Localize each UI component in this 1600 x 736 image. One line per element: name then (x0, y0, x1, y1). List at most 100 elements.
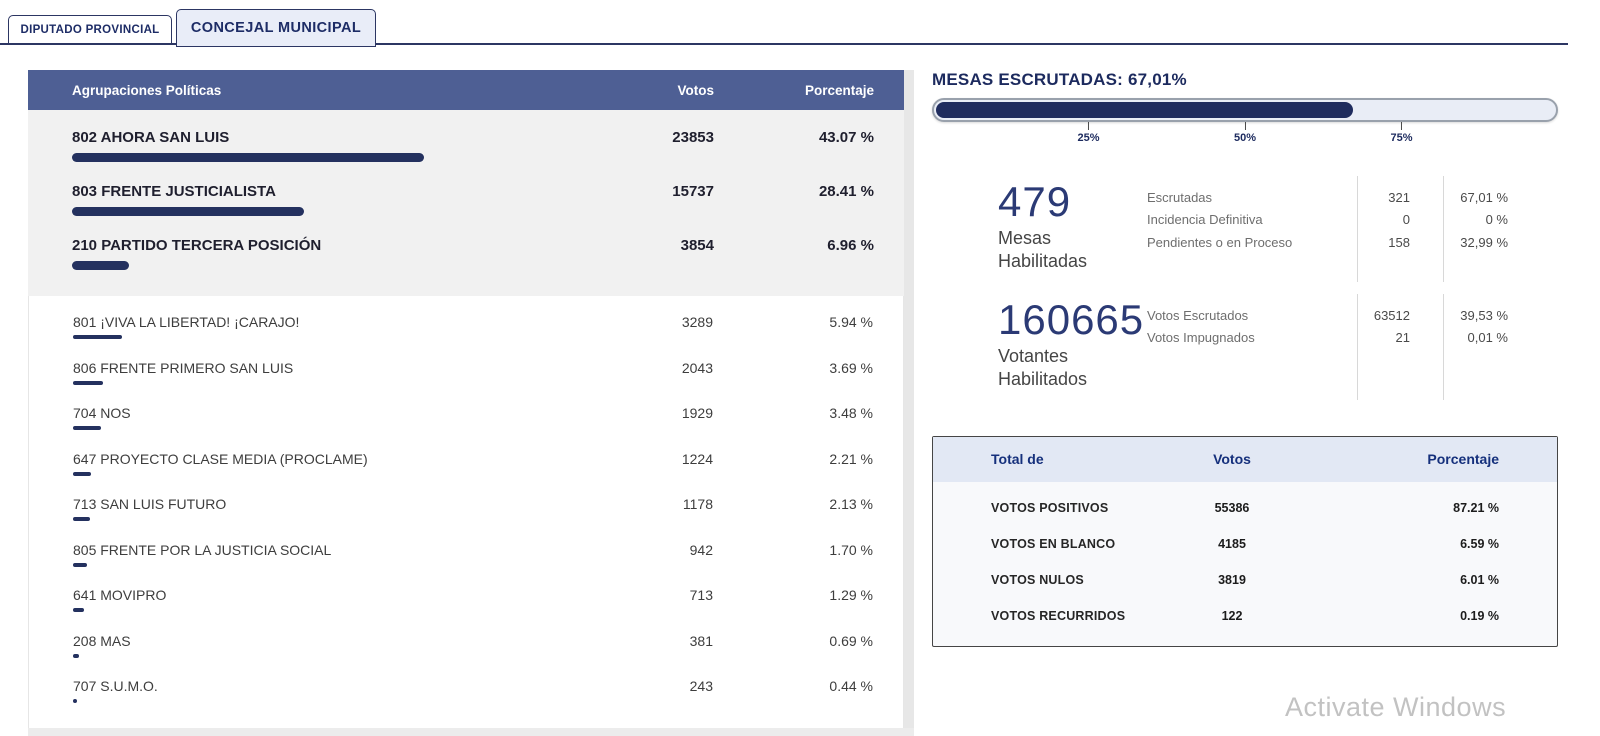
tick-25: 25% (1077, 122, 1100, 144)
tab-concejal-municipal[interactable]: CONCEJAL MUNICIPAL (176, 9, 376, 47)
vote-share-bar (72, 153, 424, 162)
totals-row: VOTOS POSITIVOS 55386 87.21 % (933, 490, 1557, 526)
results-panel: Agrupaciones Políticas Votos Porcentaje … (28, 70, 914, 736)
party-name: 208 MAS (73, 632, 131, 649)
party-name: 210 PARTIDO TERCERA POSICIÓN (72, 237, 322, 254)
party-name: 806 FRENTE PRIMERO SAN LUIS (73, 359, 294, 376)
party-pct: 0.69 % (829, 632, 873, 649)
table-row[interactable]: 805 FRENTE POR LA JUSTICIA SOCIAL 942 1.… (29, 538, 903, 584)
totals-row-votes: 122 (1221, 608, 1243, 623)
progress-fill (936, 102, 1353, 118)
party-votes: 1178 (682, 496, 713, 512)
party-name: 803 FRENTE JUSTICIALISTA (72, 183, 276, 200)
party-name: 707 S.U.M.O. (73, 678, 158, 694)
scrollbar-thumb[interactable] (904, 70, 914, 728)
totals-header-votes: Votos (1213, 451, 1251, 468)
stat-value: 158 (1388, 234, 1410, 250)
table-row[interactable]: 713 SAN LUIS FUTURO 1178 2.13 % (29, 492, 903, 538)
stat-label: Pendientes o en Proceso (1147, 234, 1293, 250)
totals-table: Total de Votos Porcentaje VOTOS POSITIVO… (932, 435, 1558, 647)
table-row[interactable]: 210 PARTIDO TERCERA POSICIÓN 3854 6.96 % (28, 232, 904, 286)
totals-row-label: VOTOS RECURRIDOS (991, 608, 1126, 623)
table-row[interactable]: 707 S.U.M.O. 243 0.44 % (29, 674, 903, 720)
stat-row: Escrutadas 321 67,01 % (1147, 186, 1558, 209)
stat-pct: 39,53 % (1460, 307, 1508, 323)
totals-header-pct: Porcentaje (1427, 451, 1499, 468)
stat-row: Votos Impugnados 21 0,01 % (1147, 326, 1558, 349)
vertical-scrollbar[interactable] (904, 70, 914, 728)
header-agrupaciones: Agrupaciones Políticas (72, 82, 222, 98)
mesas-habilitadas-count: 479 (998, 178, 1072, 225)
progress-ticks: 25% 50% 75% (932, 122, 1558, 152)
tab-diputado-provincial[interactable]: DIPUTADO PROVINCIAL (8, 15, 172, 44)
tick-mark (1244, 122, 1246, 130)
totals-row-pct: 6.01 % (1460, 572, 1499, 587)
totals-row-pct: 87.21 % (1453, 500, 1499, 515)
totals-table-header: Total de Votos Porcentaje (933, 436, 1557, 482)
column-divider (1443, 293, 1444, 400)
party-pct: 3.69 % (829, 359, 873, 376)
tick-label: 50% (1233, 132, 1257, 144)
totals-row-pct: 0.19 % (1460, 608, 1499, 623)
scrutiny-panel: MESAS ESCRUTADAS: 67,01% 25% 50% 75% 479 (932, 70, 1558, 647)
vote-share-bar (73, 517, 90, 521)
stat-pct: 67,01 % (1460, 189, 1508, 205)
horizontal-scrollbar[interactable] (28, 728, 914, 736)
stat-value: 63512 (1373, 307, 1410, 323)
tick-mark (1088, 122, 1089, 130)
vote-share-bar (73, 608, 84, 612)
vote-share-bar (73, 699, 77, 703)
stat-pct: 0 % (1485, 212, 1508, 228)
stat-row: Pendientes o en Proceso 158 32,99 % (1147, 231, 1558, 254)
party-pct: 28.41 % (818, 183, 874, 200)
party-pct: 1.70 % (829, 541, 873, 558)
stat-value: 321 (1388, 189, 1410, 205)
results-rows-section: 801 ¡VIVA LA LIBERTAD! ¡CARAJO! 3289 5.9… (28, 296, 904, 736)
table-row[interactable]: 806 FRENTE PRIMERO SAN LUIS 2043 3.69 % (29, 356, 903, 402)
party-pct: 5.94 % (829, 314, 873, 330)
stat-label: Votos Impugnados (1147, 330, 1255, 346)
tick-mark (1401, 122, 1402, 130)
totals-row-pct: 6.59 % (1460, 536, 1499, 551)
party-pct: 0.44 % (829, 678, 873, 694)
mesas-habilitadas-label: Mesas Habilitadas (998, 228, 1088, 272)
stat-label: Incidencia Definitiva (1147, 212, 1263, 228)
party-name: 704 NOS (73, 405, 131, 421)
results-table-header: Agrupaciones Políticas Votos Porcentaje (28, 70, 904, 110)
tab-label: DIPUTADO PROVINCIAL (20, 23, 160, 36)
highlighted-results-section: 802 AHORA SAN LUIS 23853 43.07 % 803 FRE… (28, 110, 904, 296)
mesas-escrutadas-title: MESAS ESCRUTADAS: 67,01% (932, 70, 1187, 89)
stat-value: 0 (1402, 212, 1410, 228)
vote-share-bar (72, 207, 304, 216)
column-divider (1357, 293, 1358, 400)
totals-row-label: VOTOS NULOS (991, 572, 1084, 587)
party-name: 713 SAN LUIS FUTURO (73, 496, 227, 512)
party-pct: 2.21 % (829, 450, 873, 467)
totals-row-votes: 3819 (1218, 572, 1246, 587)
totals-row: VOTOS NULOS 3819 6.01 % (933, 562, 1557, 598)
stat-row: Votos Escrutados 63512 39,53 % (1147, 304, 1558, 327)
party-votes: 3854 (680, 237, 714, 254)
totals-row-votes: 4185 (1218, 536, 1246, 551)
party-name: 647 PROYECTO CLASE MEDIA (PROCLAME) (73, 450, 368, 467)
totals-row-votes: 55386 (1214, 500, 1250, 515)
vote-share-bar (72, 261, 129, 270)
table-row[interactable]: 647 PROYECTO CLASE MEDIA (PROCLAME) 1224… (29, 447, 903, 493)
party-name: 801 ¡VIVA LA LIBERTAD! ¡CARAJO! (73, 314, 300, 330)
party-pct: 3.48 % (829, 405, 873, 421)
table-row[interactable]: 641 MOVIPRO 713 1.29 % (29, 583, 903, 629)
stat-label: Escrutadas (1147, 189, 1213, 205)
party-votes: 23853 (672, 129, 714, 146)
table-row[interactable]: 208 MAS 381 0.69 % (29, 629, 903, 675)
vote-share-bar (73, 653, 79, 658)
vote-share-bar (73, 471, 91, 476)
column-divider (1357, 176, 1358, 282)
table-row[interactable]: 803 FRENTE JUSTICIALISTA 15737 28.41 % (28, 178, 904, 232)
tick-75: 75% (1390, 122, 1413, 144)
tick-label: 25% (1077, 132, 1100, 144)
table-row[interactable]: 801 ¡VIVA LA LIBERTAD! ¡CARAJO! 3289 5.9… (29, 310, 903, 356)
party-votes: 942 (689, 541, 713, 558)
table-row[interactable]: 704 NOS 1929 3.48 % (29, 401, 903, 447)
table-row[interactable]: 802 AHORA SAN LUIS 23853 43.07 % (28, 124, 904, 178)
party-votes: 381 (689, 632, 713, 649)
